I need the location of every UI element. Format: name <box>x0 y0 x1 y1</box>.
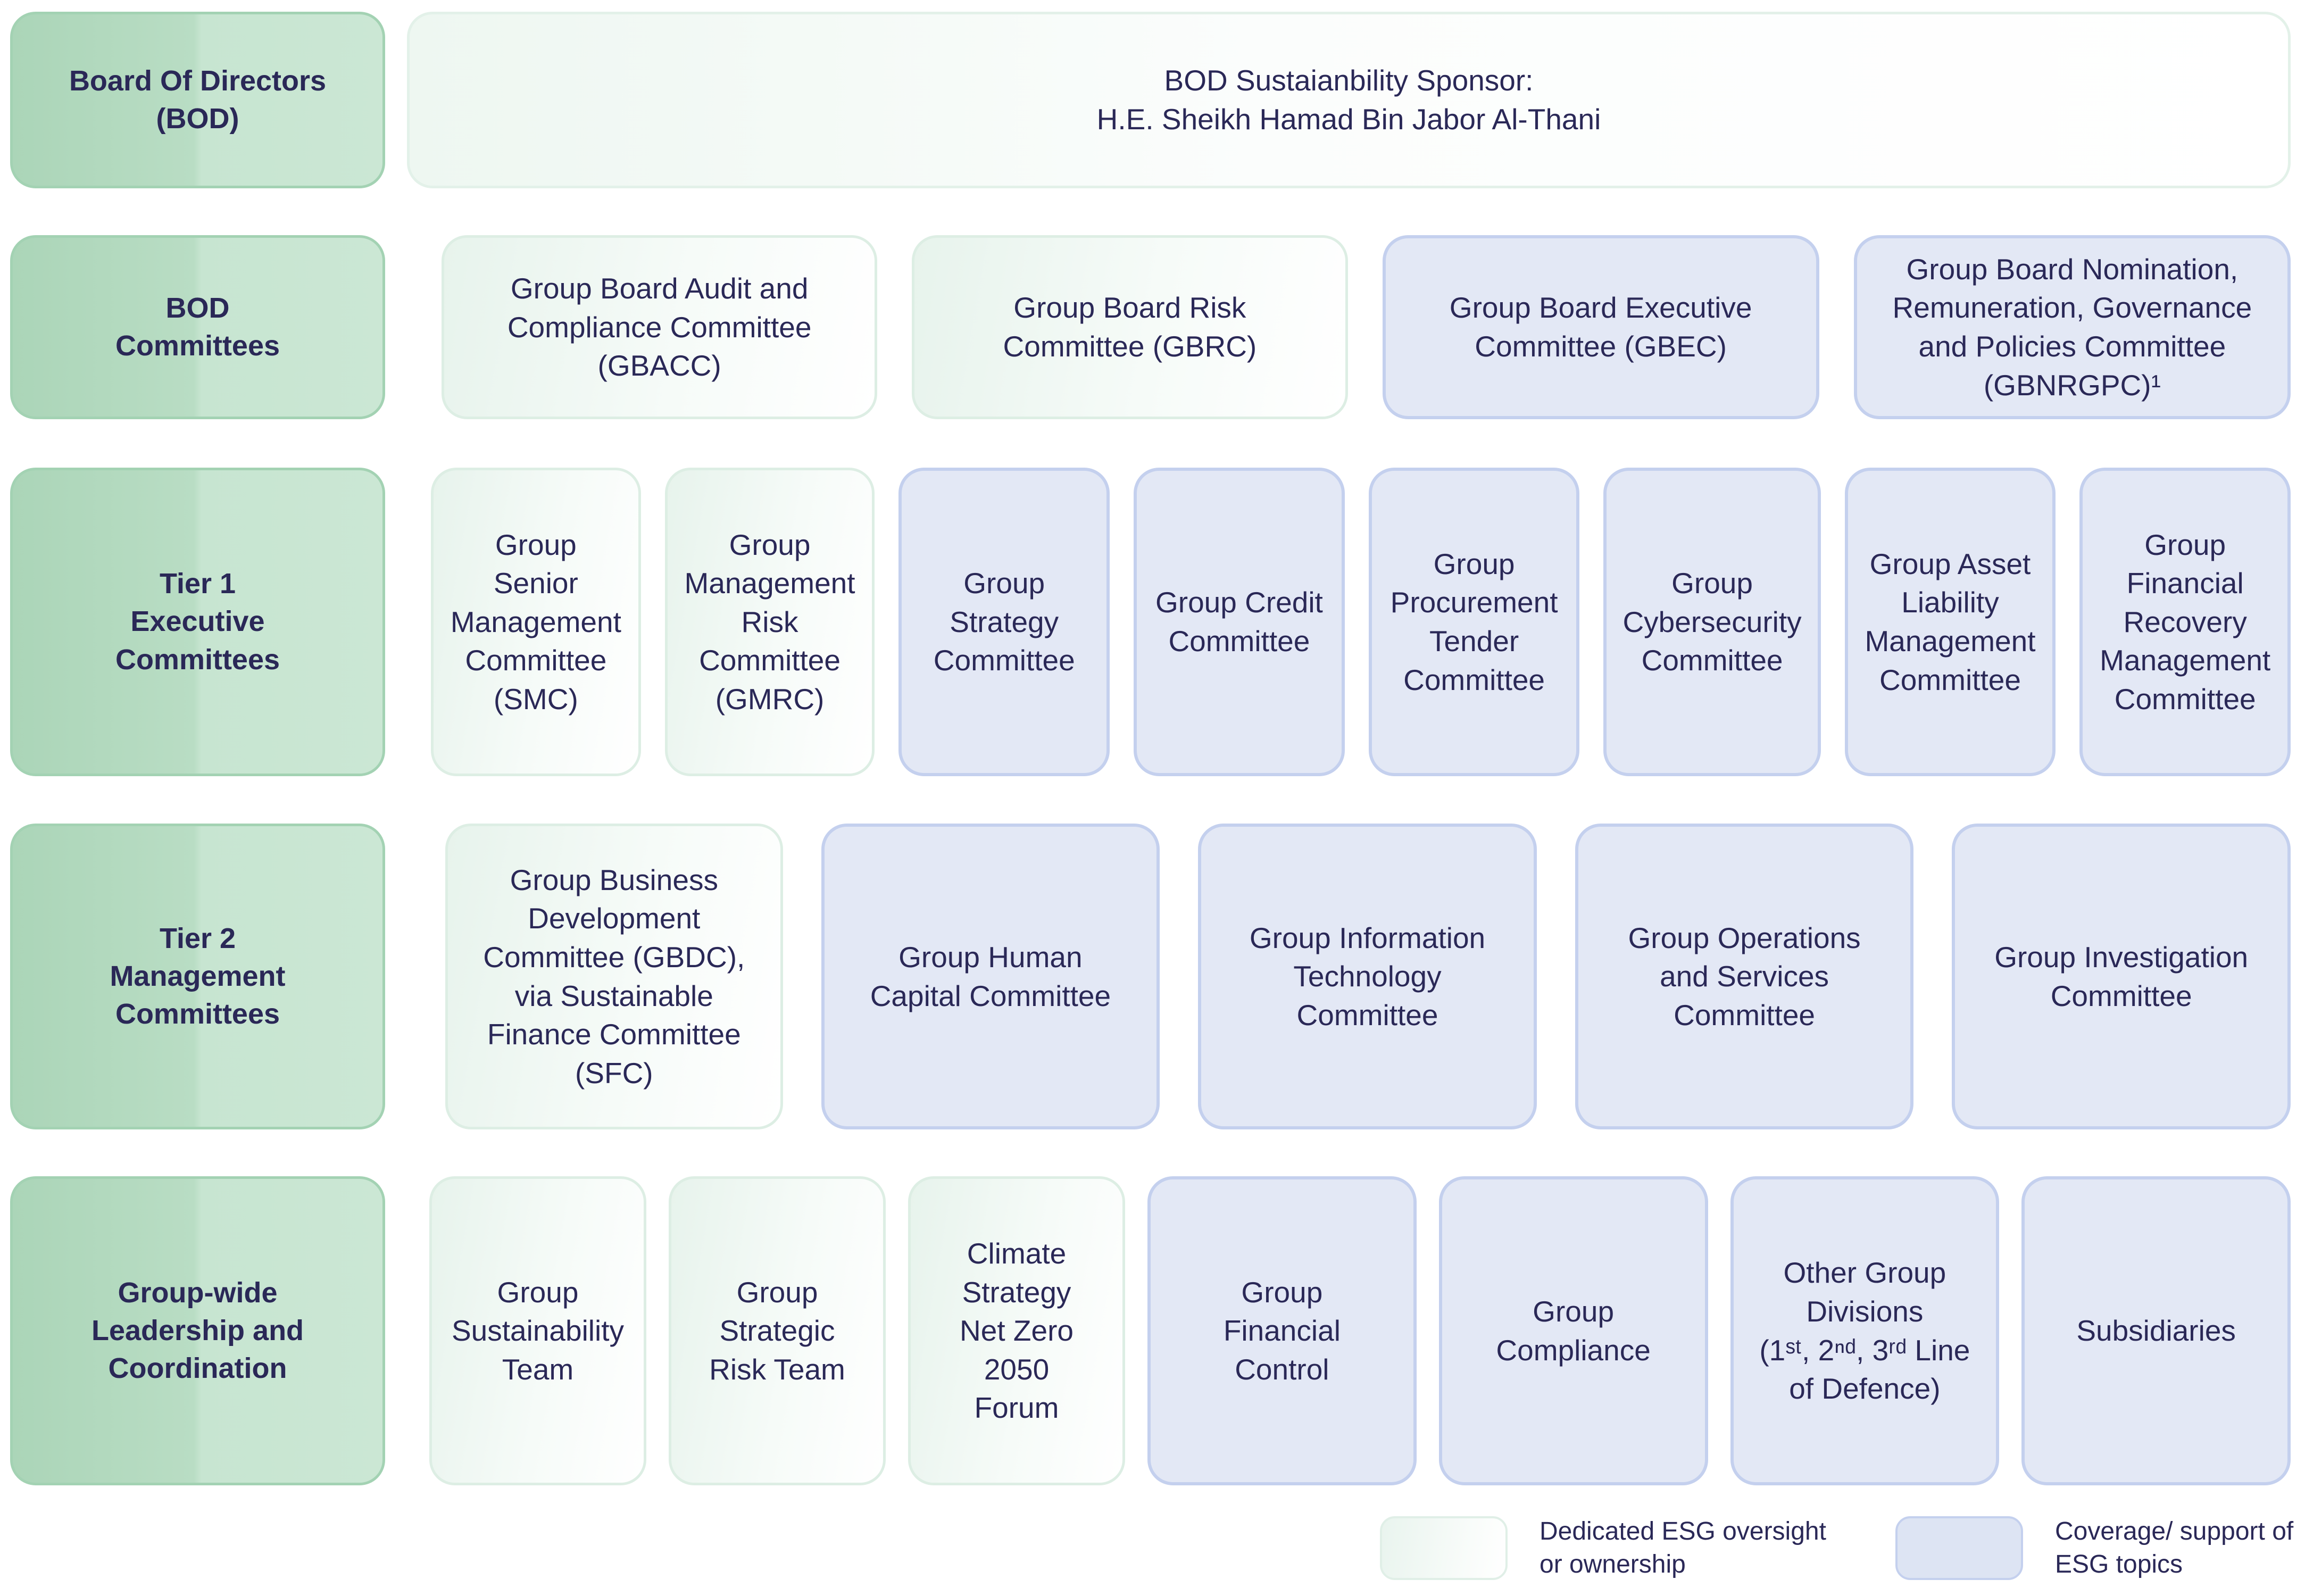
node-group-human-capital-committee: Group Human Capital Committee <box>821 824 1160 1129</box>
node-text: Group Credit Committee <box>1155 586 1323 658</box>
node-subsidiaries: Subsidiaries <box>2021 1176 2291 1485</box>
node-text: Subsidiaries <box>2076 1314 2236 1348</box>
node-text: Group Investigation Committee <box>1994 940 2249 1012</box>
node-text: Climate Strategy Net Zero 2050 Forum <box>960 1237 1074 1425</box>
node-text: Group Financial Recovery Management Comm… <box>2100 528 2271 716</box>
node-text: Group Strategy Committee <box>933 567 1075 677</box>
node-gbrc: Group Board Risk Committee (GBRC) <box>912 235 1348 419</box>
node-text: Group Senior Management Committee (SMC) <box>450 528 621 716</box>
node-text: Group Business Development Committee (GB… <box>483 863 745 1090</box>
row-label-tier1: Tier 1 Executive Committees <box>10 468 385 776</box>
node-text: Group Board Executive Committee (GBEC) <box>1449 291 1752 363</box>
node-group-cybersecurity-committee: Group Cybersecurity Committee <box>1603 468 1821 776</box>
legend-green-label: Dedicated ESG oversight or ownership <box>1540 1517 1826 1579</box>
node-gbdc-sfc: Group Business Development Committee (GB… <box>445 824 783 1129</box>
node-text: BOD Sustaianbility Sponsor: H.E. Sheikh … <box>1096 64 1601 136</box>
node-text: Other Group Divisions (1ˢᵗ, 2ⁿᵈ, 3ʳᵈ Lin… <box>1759 1256 1970 1406</box>
legend-item-dedicated-esg: Dedicated ESG oversight or ownership <box>1380 1515 1826 1582</box>
node-text: Group Human Capital Committee <box>870 940 1111 1012</box>
legend-item-coverage-esg: Coverage/ support of ESG topics <box>1895 1515 2293 1582</box>
node-group-compliance: Group Compliance <box>1438 1176 1708 1485</box>
node-group-credit-committee: Group Credit Committee <box>1134 468 1345 776</box>
row-label-text: Group-wide Leadership and Coordination <box>91 1276 304 1385</box>
node-text: Group Strategic Risk Team <box>709 1275 845 1386</box>
node-text: Group Financial Control <box>1223 1275 1341 1386</box>
node-gbnrgpc: Group Board Nomination, Remuneration, Go… <box>1853 235 2291 419</box>
legend-green-swatch <box>1380 1516 1508 1581</box>
node-text: Group Management Risk Committee (GMRC) <box>684 528 855 716</box>
node-bod-sustainability-sponsor: BOD Sustaianbility Sponsor: H.E. Sheikh … <box>407 12 2291 188</box>
node-climate-strategy-net-zero-2050-forum: Climate Strategy Net Zero 2050 Forum <box>908 1176 1125 1485</box>
row-label-text: Tier 2 Management Committees <box>110 922 286 1030</box>
node-group-operations-and-services-committee: Group Operations and Services Committee <box>1575 824 1914 1129</box>
node-group-investigation-committee: Group Investigation Committee <box>1952 824 2291 1129</box>
legend: Dedicated ESG oversight or ownership Cov… <box>1380 1515 2293 1582</box>
node-gbec: Group Board Executive Committee (GBEC) <box>1382 235 1819 419</box>
row-bod-committees: BOD Committees Group Board Audit and Com… <box>10 235 2291 419</box>
node-group-strategic-risk-team: Group Strategic Risk Team <box>669 1176 886 1485</box>
node-text: Group Cybersecurity Committee <box>1622 567 1802 677</box>
node-text: Group Board Nomination, Remuneration, Go… <box>1892 252 2252 402</box>
row-label-text: BOD Committees <box>115 292 280 362</box>
row-tier1-executive-committees: Tier 1 Executive Committees Group Senior… <box>10 468 2291 776</box>
row-label-bod-committees: BOD Committees <box>10 235 385 419</box>
legend-lavender-label: Coverage/ support of ESG topics <box>2054 1517 2294 1579</box>
node-text: Group Sustainability Team <box>451 1275 625 1386</box>
node-group-asset-liability-management-committee: Group Asset Liability Management Committ… <box>1844 468 2056 776</box>
row-board-of-directors: Board Of Directors (BOD) BOD Sustaianbil… <box>10 12 2291 188</box>
node-text: Group Information Technology Committee <box>1249 921 1486 1032</box>
node-text: Group Compliance <box>1496 1294 1651 1367</box>
node-group-procurement-tender-committee: Group Procurement Tender Committee <box>1368 468 1580 776</box>
row-label-groupwide: Group-wide Leadership and Coordination <box>10 1176 385 1485</box>
node-smc: Group Senior Management Committee (SMC) <box>431 468 641 776</box>
node-other-group-divisions: Other Group Divisions (1ˢᵗ, 2ⁿᵈ, 3ʳᵈ Lin… <box>1730 1176 2000 1485</box>
node-text: Group Board Risk Committee (GBRC) <box>1003 291 1257 363</box>
node-text: Group Asset Liability Management Committ… <box>1865 547 2036 696</box>
row-label-text: Board Of Directors (BOD) <box>69 64 327 135</box>
legend-lavender-swatch <box>1895 1516 2023 1581</box>
node-text: Group Operations and Services Committee <box>1628 921 1861 1032</box>
node-group-information-technology-committee: Group Information Technology Committee <box>1198 824 1537 1129</box>
node-group-financial-control: Group Financial Control <box>1147 1176 1417 1485</box>
node-text: Group Board Audit and Compliance Committ… <box>507 272 812 383</box>
row-label-board-of-directors: Board Of Directors (BOD) <box>10 12 385 188</box>
row-groupwide-leadership-coordination: Group-wide Leadership and Coordination G… <box>10 1176 2291 1485</box>
node-group-financial-recovery-management-committee: Group Financial Recovery Management Comm… <box>2079 468 2291 776</box>
node-gbacc: Group Board Audit and Compliance Committ… <box>442 235 878 419</box>
row-tier2-management-committees: Tier 2 Management Committees Group Busin… <box>10 824 2291 1129</box>
node-group-strategy-committee: Group Strategy Committee <box>898 468 1110 776</box>
node-gmrc: Group Management Risk Committee (GMRC) <box>664 468 875 776</box>
row-label-text: Tier 1 Executive Committees <box>115 568 280 676</box>
node-text: Group Procurement Tender Committee <box>1390 547 1558 696</box>
row-label-tier2: Tier 2 Management Committees <box>10 824 385 1129</box>
node-group-sustainability-team: Group Sustainability Team <box>429 1176 646 1485</box>
